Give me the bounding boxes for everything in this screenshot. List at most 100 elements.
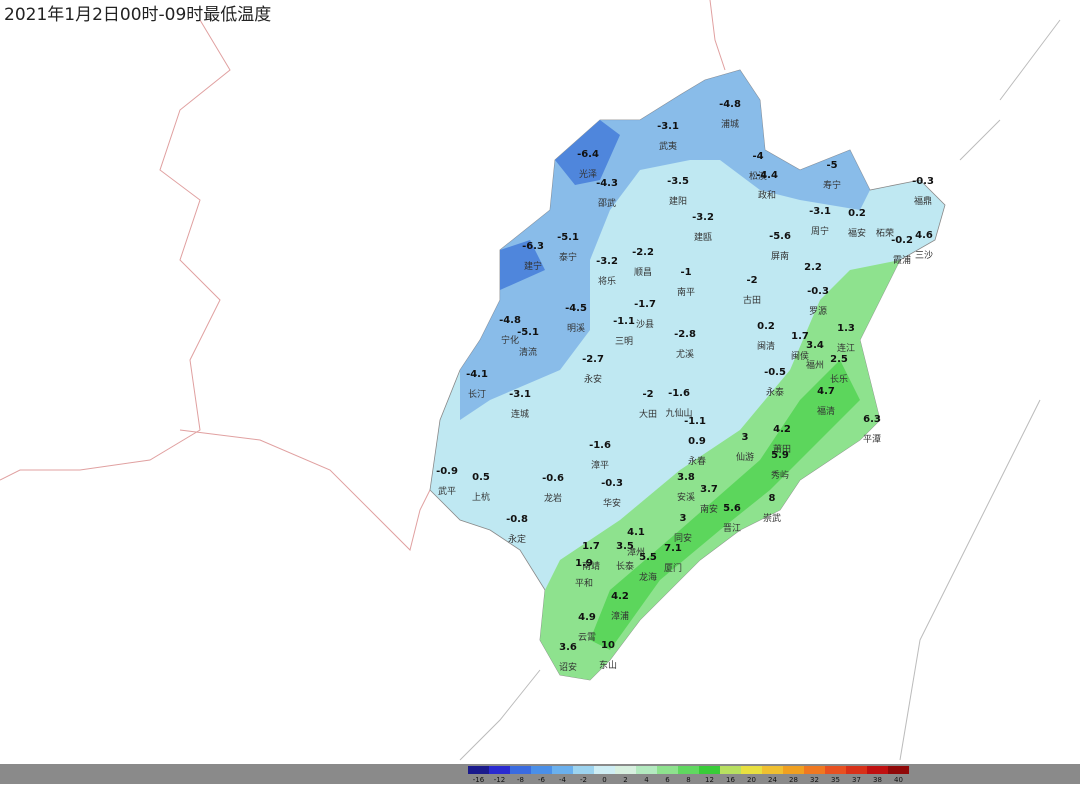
station-value: 10 [601,640,615,651]
legend-label: 28 [789,776,798,784]
legend-swatch [531,766,552,774]
station-value: 1.7 [582,541,600,552]
station-name: 漳州 [627,546,645,558]
station-name: 建宁 [524,260,542,272]
legend-label: 20 [747,776,756,784]
station-name: 上杭 [472,491,490,503]
station-value: -0.6 [542,473,564,484]
station-name: 三明 [615,336,633,347]
station-name: 平潭 [863,434,881,445]
station-value: -6.4 [577,149,599,160]
station-name: 永春 [688,455,706,467]
station-name: 泰宁 [559,251,577,263]
legend-label: 12 [705,776,714,784]
legend-swatch [888,766,909,774]
station-value: 4.1 [627,527,645,538]
legend-label: -2 [580,776,587,784]
station-value: 4.7 [817,386,835,397]
legend-swatch [510,766,531,774]
station-name: 罗源 [809,306,827,317]
station-name: 长泰 [616,560,634,572]
station-value: -0.2 [891,235,913,246]
legend-swatch [699,766,720,774]
station-value: -0.3 [601,478,623,489]
station-value: 1.3 [837,323,855,334]
legend-label: 35 [831,776,840,784]
station-name: 尤溪 [676,348,694,360]
station-value: -4 [752,151,763,162]
station-name: 漳平 [591,459,609,471]
station-name: 清流 [519,346,537,358]
station-value: -2.2 [632,247,654,258]
station-name: 明溪 [567,322,585,334]
station-value: 2.5 [830,354,848,365]
station-value: -1.1 [684,416,706,427]
station-name: 连城 [511,408,529,420]
station-name: 秀屿 [771,469,789,481]
legend-swatch [489,766,510,774]
station-value: -6.3 [522,241,544,252]
station-name: 仙游 [736,451,754,463]
station-name: 浦城 [721,118,739,130]
station-value: 4.2 [611,591,629,602]
station-name: 莆田 [773,443,791,455]
station-name: 福清 [817,405,835,417]
legend-swatch [615,766,636,774]
station-value: -3.1 [509,389,531,400]
station-value: 3.7 [700,484,718,495]
station-name: 将乐 [598,275,616,287]
station-value: -1.6 [668,388,690,399]
legend-swatch [825,766,846,774]
station-value: 0.9 [688,436,706,447]
station-name: 霞浦 [893,254,911,266]
legend-label: 16 [726,776,735,784]
station-value: 5.5 [639,552,657,563]
station-value: -4.4 [756,170,778,181]
station-name: 南安 [700,503,718,515]
station-name: 古田 [743,294,761,306]
warmest-zone [590,360,860,650]
boundaries [0,0,1061,761]
legend-swatch [762,766,783,774]
station-value: 0.2 [757,321,775,332]
legend-swatch [552,766,573,774]
station-name: 东山 [599,659,617,671]
station-name: 晋江 [723,523,741,534]
station-value: 3.4 [806,340,824,351]
station-name: 诏安 [559,661,577,673]
station-name: 福鼎 [914,195,932,207]
station-name: 福州 [806,359,824,371]
station-name: 崇武 [763,512,781,524]
station-name: 闽清 [757,340,775,352]
station-value: 6.3 [863,414,881,425]
station-value: 8 [769,493,776,504]
coldest-zone [500,120,620,290]
station-value: -1 [680,267,691,278]
legend-label: 40 [894,776,903,784]
station-name: 武夷 [659,140,677,152]
legend-label: 8 [686,776,690,784]
station-value: 3 [680,513,687,524]
station-name: 云霄 [578,632,596,643]
station-name: 同安 [674,532,692,544]
legend-swatch [594,766,615,774]
station-value: -0.8 [506,514,528,525]
station-name: 建阳 [669,195,687,207]
station-value: -1.6 [589,440,611,451]
station-value: -4.8 [499,315,521,326]
legend-label: 2 [623,776,627,784]
station-name: 永安 [584,373,602,385]
station-value: 7.1 [664,543,682,554]
station-value: -2.8 [674,329,696,340]
station-name: 沙县 [636,319,654,330]
station-value: -4.1 [466,369,488,380]
station-value: 0.2 [848,208,866,219]
legend-label: 32 [810,776,819,784]
station-name: 漳浦 [611,610,629,622]
legend-swatch [720,766,741,774]
station-value: -0.3 [912,176,934,187]
legend-label: 6 [665,776,670,784]
legend-swatch [573,766,594,774]
legend-label: 38 [873,776,882,784]
station-name: 长乐 [830,373,848,385]
